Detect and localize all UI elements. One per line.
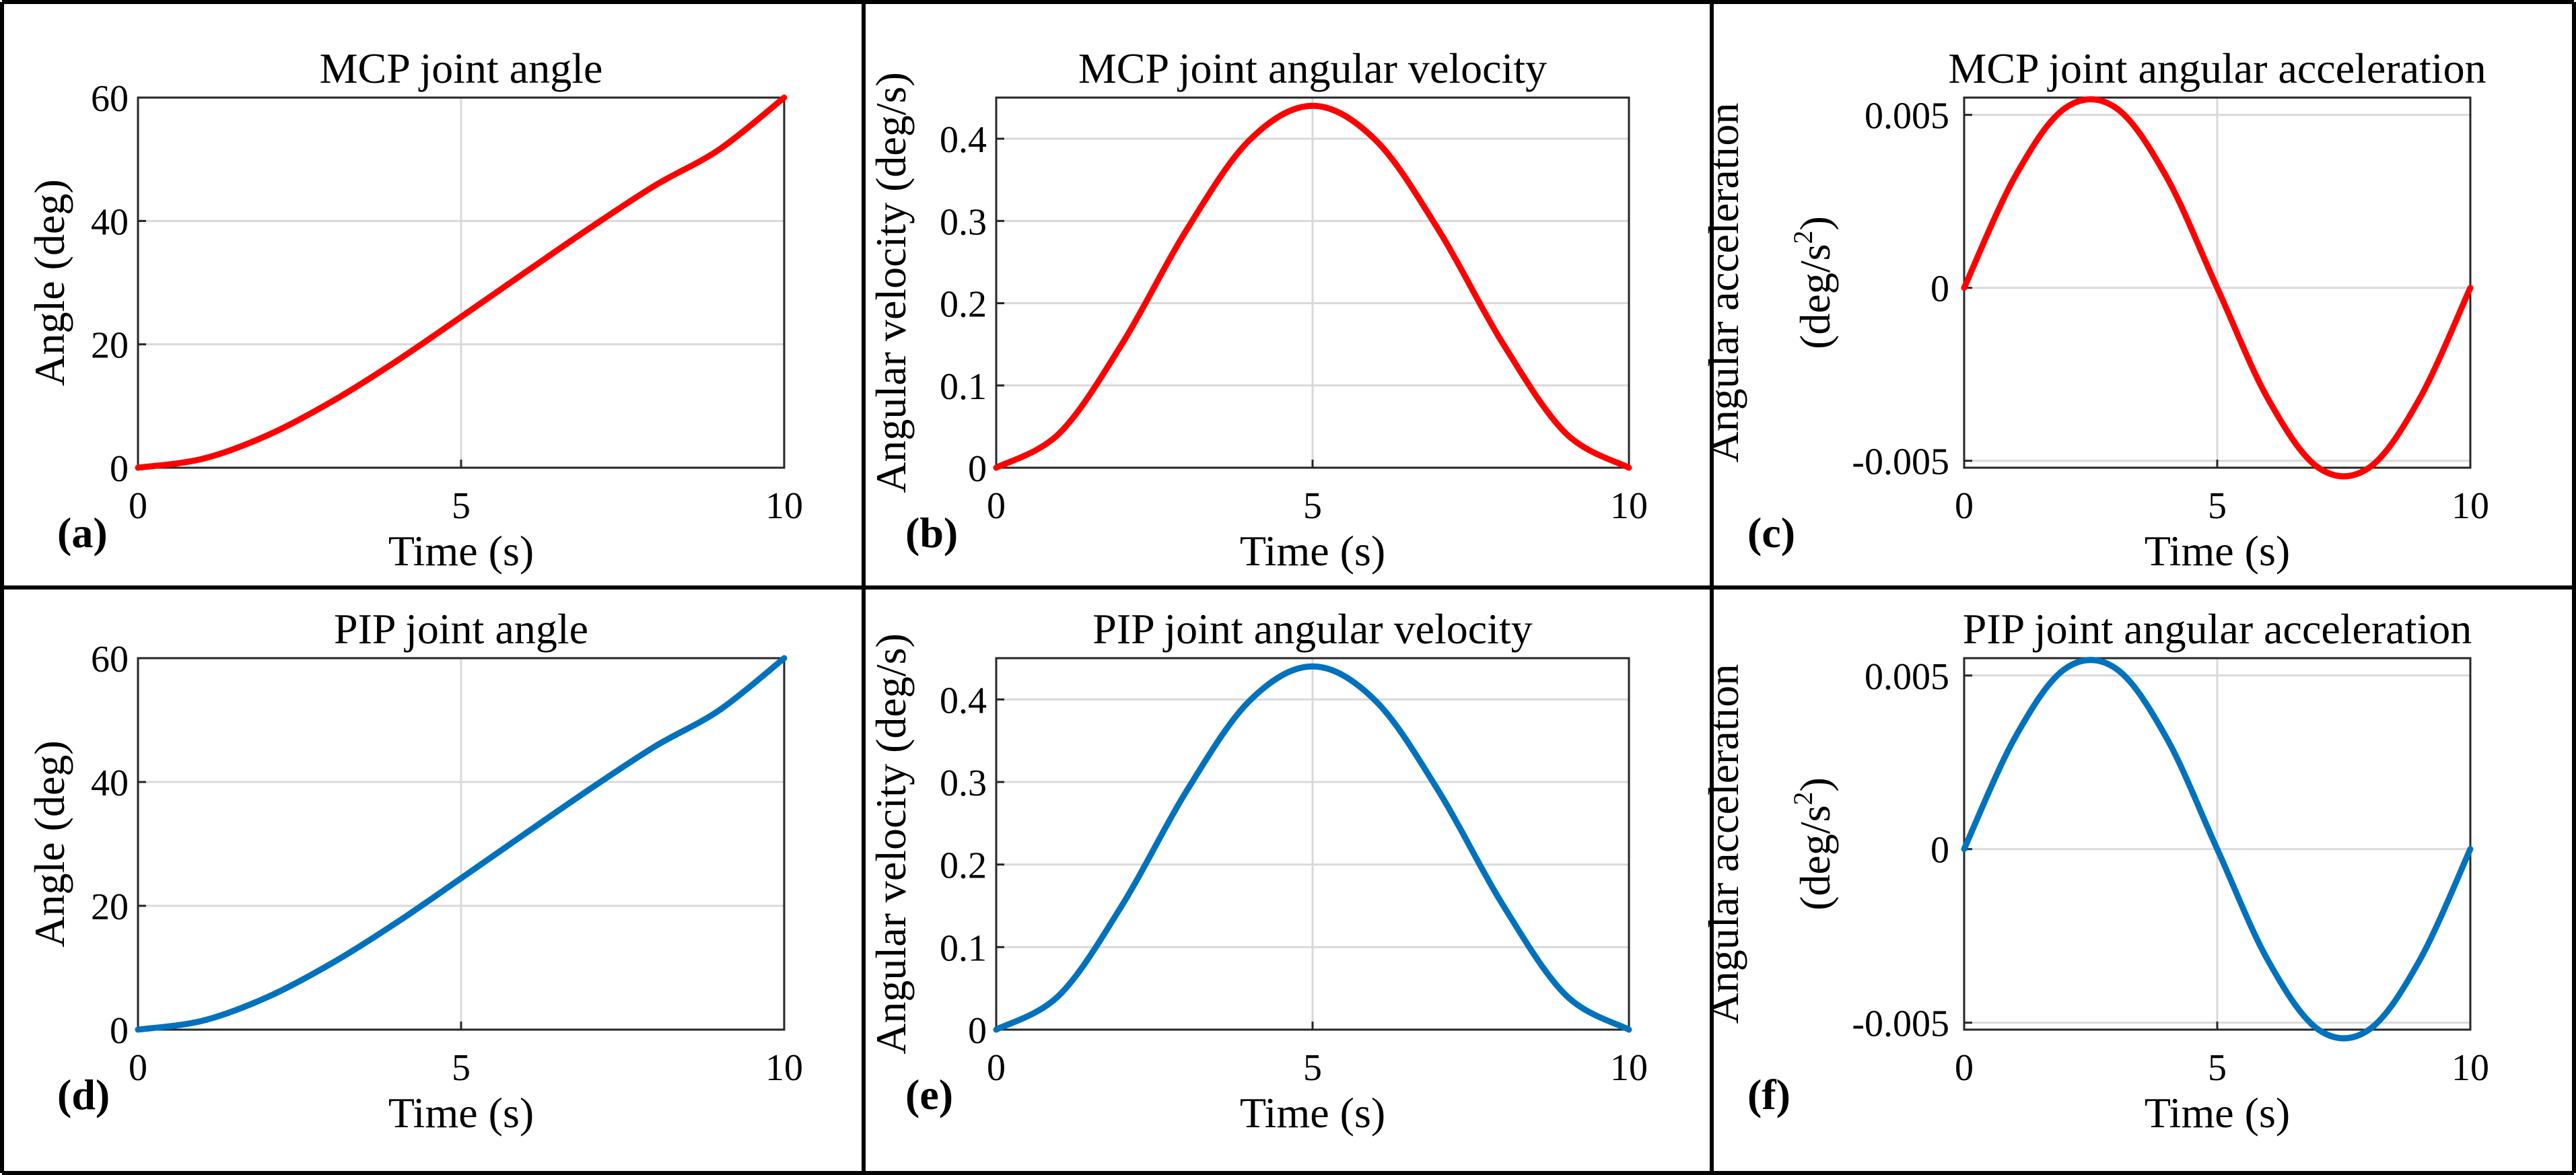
series-line <box>1961 657 2474 1042</box>
x-tick-label: 10 <box>1610 485 1648 527</box>
x-tick-label: 0 <box>1955 1047 1974 1089</box>
y-axis-units-prefix: (deg/s <box>1791 805 1839 910</box>
x-axis-label: Time (s) <box>388 527 534 575</box>
chart-title: PIP joint angular acceleration <box>1963 605 2472 653</box>
y-axis-units-suffix: ) <box>1791 216 1839 230</box>
x-tick-label: 0 <box>987 1047 1006 1089</box>
y-axis-label-units: (deg/s2) <box>1788 777 1839 911</box>
x-tick-label: 5 <box>2208 485 2227 527</box>
x-tick-label: 0 <box>129 485 147 527</box>
y-axis-label: Angular acceleration <box>1700 103 1747 463</box>
y-tick-label: 0.1 <box>940 366 987 408</box>
y-tick-label: 0 <box>110 1010 129 1052</box>
y-axis-label: Angular acceleration <box>1700 664 1747 1024</box>
y-tick-label: 0.2 <box>940 845 987 887</box>
y-axis-units-superscript: 2 <box>1788 791 1818 805</box>
panel-tag: (c) <box>1747 509 1795 557</box>
panel-tag: (a) <box>57 509 108 557</box>
panel-tag: (f) <box>1747 1071 1790 1118</box>
x-axis-label: Time (s) <box>2145 1089 2290 1137</box>
x-tick-label: 10 <box>765 485 803 527</box>
panel-tag: (d) <box>57 1071 110 1118</box>
y-axis-units-prefix: (deg/s <box>1791 244 1839 349</box>
chart-title: PIP joint angular velocity <box>1092 605 1533 653</box>
x-tick-label: 5 <box>452 485 471 527</box>
y-tick-label: 0.3 <box>940 201 987 243</box>
y-tick-label: 40 <box>91 201 129 243</box>
chart-panel-2: 0 5 10 0 0.1 0.2 0.3 0.4 MCP joint angular veloc… <box>867 44 1648 575</box>
x-axis-label: Time (s) <box>1240 527 1385 575</box>
y-tick-label: -0.005 <box>1852 1003 1949 1045</box>
y-tick-label: 60 <box>91 78 129 120</box>
x-tick-label: 10 <box>2451 1047 2489 1089</box>
series-line <box>135 94 788 471</box>
y-tick-label: 0 <box>968 1010 987 1052</box>
chart-panel-4: 0 5 10 0 20 40 60 PIP joint angle Time (s) Angle … <box>26 605 803 1137</box>
y-tick-label: 20 <box>91 325 129 367</box>
x-tick-label: 10 <box>2451 485 2489 527</box>
chart-title: PIP joint angle <box>334 605 588 653</box>
chart-title: MCP joint angle <box>320 44 603 92</box>
y-tick-label: 0 <box>110 448 129 490</box>
x-tick-label: 0 <box>1955 485 1974 527</box>
x-tick-label: 0 <box>129 1047 147 1089</box>
y-axis-label: Angular velocity (deg/s) <box>867 72 915 493</box>
series-line <box>135 655 788 1033</box>
y-tick-label: 0 <box>1930 269 1949 310</box>
y-tick-label: 0 <box>968 448 987 490</box>
y-tick-label: 0.3 <box>940 762 987 804</box>
y-tick-label: 0.4 <box>940 119 987 161</box>
y-tick-label: 40 <box>91 762 129 804</box>
x-tick-label: 5 <box>1303 485 1322 527</box>
y-tick-label: 60 <box>91 639 129 680</box>
y-axis-label: Angle (deg) <box>26 179 73 386</box>
x-axis-label: Time (s) <box>2145 527 2290 575</box>
y-axis-label: Angle (deg) <box>26 740 73 947</box>
y-axis-label: Angular velocity (deg/s) <box>867 633 915 1055</box>
chart-title: MCP joint angular acceleration <box>1948 44 2486 92</box>
y-tick-label: 20 <box>91 886 129 928</box>
x-tick-label: 10 <box>1610 1047 1648 1089</box>
x-tick-label: 5 <box>2208 1047 2227 1089</box>
y-axis-units-suffix: ) <box>1791 777 1839 791</box>
y-tick-label: 0 <box>1930 830 1949 871</box>
y-tick-label: 0.1 <box>940 927 987 969</box>
x-axis-label: Time (s) <box>388 1089 534 1137</box>
y-axis-label-units: (deg/s2) <box>1788 216 1839 349</box>
x-tick-label: 5 <box>1303 1047 1322 1089</box>
y-tick-label: 0.005 <box>1865 656 1949 698</box>
panel-tag: (b) <box>905 509 958 557</box>
y-tick-label: 0.4 <box>940 680 987 721</box>
panel-tag: (e) <box>905 1071 953 1118</box>
x-tick-label: 0 <box>987 485 1006 527</box>
y-tick-label: 0.005 <box>1865 96 1949 137</box>
y-axis-units-superscript: 2 <box>1788 230 1818 244</box>
x-axis-label: Time (s) <box>1240 1089 1385 1137</box>
series-line <box>993 663 1632 1033</box>
chart-panel-5: 0 5 10 0 0.1 0.2 0.3 0.4 PIP joint angular veloc… <box>867 605 1648 1137</box>
chart-title: MCP joint angular velocity <box>1078 44 1547 92</box>
x-tick-label: 5 <box>452 1047 471 1089</box>
series-line <box>993 102 1632 471</box>
y-tick-label: -0.005 <box>1852 441 1949 483</box>
chart-panel-1: 0 5 10 0 20 40 60 MCP joint angle Time (s) Angle … <box>26 44 803 575</box>
series-line <box>1961 96 2474 480</box>
y-tick-label: 0.2 <box>940 284 987 326</box>
x-tick-label: 10 <box>765 1047 803 1089</box>
